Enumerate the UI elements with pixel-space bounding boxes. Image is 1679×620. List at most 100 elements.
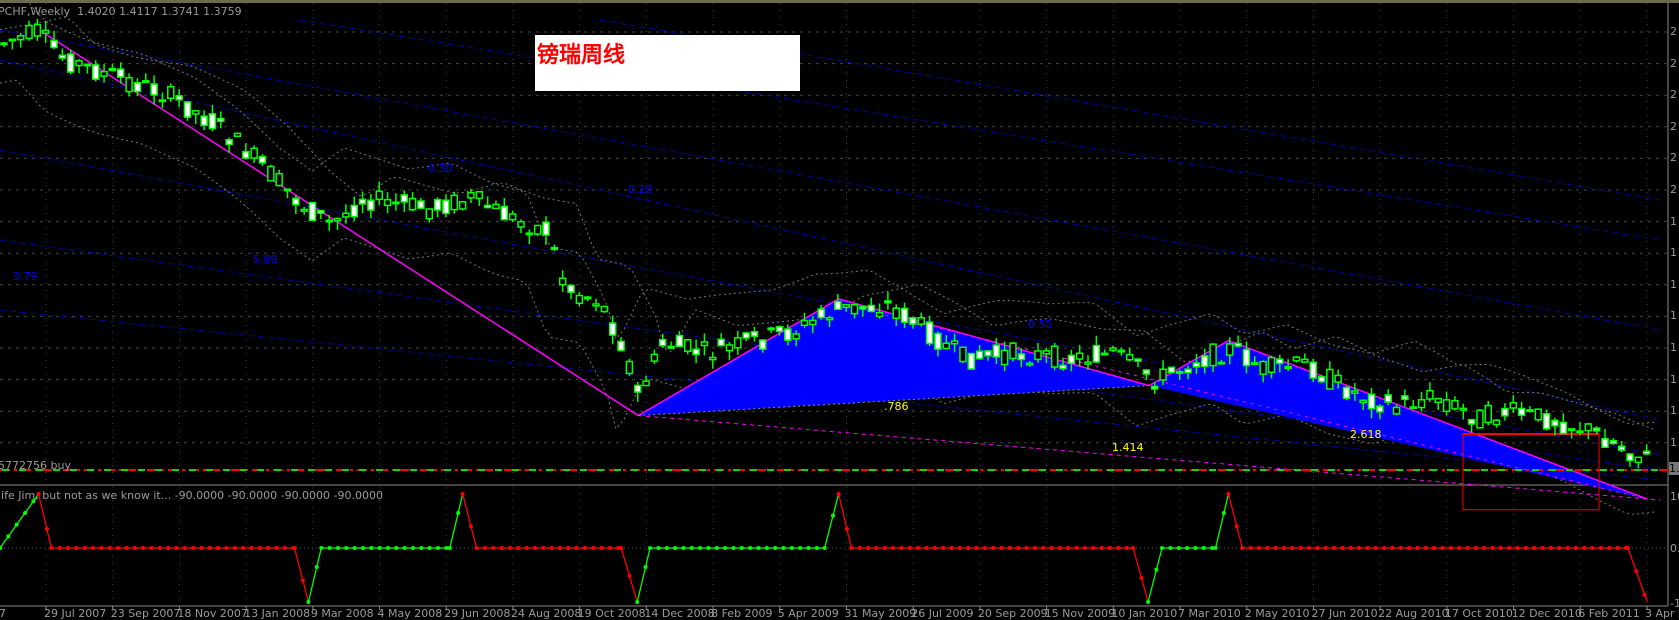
indicator-point [166,546,171,550]
candle-body [1117,349,1126,353]
candle-body [1159,368,1167,381]
candle-body [367,199,375,211]
indicator-point [1193,546,1198,550]
candle-body [1392,406,1401,415]
indicator-point [491,546,496,550]
indicator-point [14,522,19,527]
candle-body [1509,402,1518,409]
indicator-line [837,493,853,549]
fib-label: .786 [884,400,909,413]
indicator-point [1565,546,1570,550]
indicator-point [1573,546,1578,550]
candle-body [508,213,517,221]
candle-body [717,338,725,347]
fib-label: 1.414 [1112,441,1144,454]
time-axis-label: 12 Dec 2010 [1511,607,1582,620]
candle-body [1484,404,1493,424]
pattern-edge-line [37,28,1648,500]
candle-body [16,35,25,41]
indicator-point [773,546,778,550]
candle-body [1317,376,1326,383]
price-axis-label: 1 [1670,435,1677,449]
candle-body [592,303,600,307]
indicator-point [1523,546,1528,550]
indicator-point [723,546,728,550]
candle-body [242,150,250,159]
candle-body [1226,343,1234,356]
candle-body [1459,407,1467,411]
indicator-point [36,492,41,496]
indicator-point [1373,546,1378,550]
time-axis-label: 2007 [0,607,6,620]
candle-body [675,334,684,348]
price-axis-label: 2 [1670,88,1677,102]
indicator-point [582,546,587,550]
indicator-point [619,546,624,550]
indicator-point [1282,546,1287,550]
candle-body [116,68,125,78]
indicator-point [1154,567,1159,572]
candle-body [492,203,500,210]
indicator-point [849,546,854,550]
candle-body [1542,413,1551,430]
indicator-point [1315,546,1320,550]
candle-body [525,232,534,236]
candle-body [917,317,925,325]
indicator-point [191,546,196,550]
indicator-point [411,546,416,550]
candle-body [267,165,275,182]
candle-body [1367,393,1376,410]
candle-body [167,85,175,100]
indicator-point [402,546,407,550]
band-line [0,79,1657,515]
indicator-point [689,546,694,550]
indicator-point [1091,546,1096,550]
candle-body [558,277,567,286]
fan-line [0,59,1661,421]
indicator-point [482,546,487,550]
indicator-line [293,547,310,603]
candle-body [1442,399,1451,413]
indicator-point [781,546,786,550]
title-label-box[interactable]: 镑瑞周线 [535,35,800,91]
fib-label: 0.30 [428,162,453,175]
time-axis-label: 18 Nov 2007 [177,607,248,620]
indicator-point [1248,546,1253,550]
price-axis-label: 2 [1670,119,1677,133]
candle-body [150,83,158,96]
fib-label: 0.55 [1028,318,1053,331]
indicator-line [824,493,840,549]
candle-body [450,194,459,211]
indicator-point [1007,546,1012,550]
candle-body [1359,399,1367,404]
indicator-point [419,546,424,550]
indicator-point [447,546,452,550]
fib-label: 3.79 [13,270,38,283]
candle-body [809,319,817,326]
indicator-point [274,546,279,550]
candle-body [1451,400,1459,410]
indicator-point [1423,546,1428,550]
candle-body [925,321,934,345]
indicator-point [1323,546,1328,550]
candle-body [692,348,700,356]
indicator-point [1226,492,1231,496]
candle-body [734,337,742,349]
candle-body [1584,423,1593,432]
title-text: 镑瑞周线 [537,42,626,68]
time-axis-label: 27 Jun 2010 [1311,607,1378,620]
indicator-point [352,546,357,550]
indicator-point [974,546,979,550]
candle-body [1259,360,1267,375]
indicator-point [1146,600,1151,604]
indicator-point [866,546,871,550]
indicator-point [706,546,711,550]
indicator-point [1540,546,1545,550]
indicator-point [1507,546,1512,550]
candle-body [1434,397,1442,404]
indicator-point [643,564,648,569]
indicator-point [1032,546,1037,550]
indicator-point [999,546,1004,550]
candle-body [300,208,308,212]
